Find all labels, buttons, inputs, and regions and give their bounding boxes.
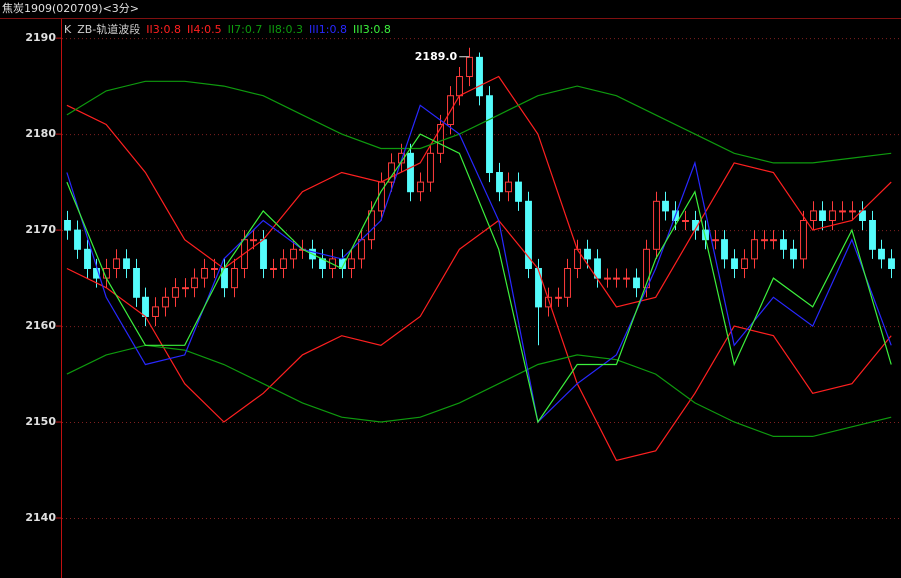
candle-body <box>535 267 542 308</box>
candle-body <box>407 152 414 193</box>
candle-body <box>201 267 208 279</box>
candle-body <box>741 258 748 269</box>
candle-body <box>878 248 885 260</box>
indicator-line <box>66 80 892 164</box>
indicator-label: K <box>64 23 72 36</box>
candle-body <box>790 248 797 260</box>
y-tick-label: 2190 <box>25 31 56 44</box>
candle-body <box>515 181 522 202</box>
candle-body <box>633 277 640 289</box>
candle-body <box>819 210 826 222</box>
candle-body <box>113 258 120 269</box>
y-tick-label: 2170 <box>25 223 56 236</box>
y-tick-label: 2140 <box>25 511 56 524</box>
candle-body <box>84 248 91 269</box>
legend-entry: II7:0.7 <box>228 23 263 36</box>
y-tick-label: 2160 <box>25 319 56 332</box>
candle-body <box>142 296 149 317</box>
legend-entry: II4:0.5 <box>187 23 222 36</box>
candle-body <box>761 239 768 242</box>
candle-body <box>545 296 552 308</box>
indicator-line <box>66 344 892 437</box>
candle-body <box>721 239 728 260</box>
candle-body <box>182 287 189 290</box>
indicator-line <box>66 75 892 308</box>
candle-body <box>250 239 257 242</box>
candle-body <box>358 239 365 260</box>
candle-body <box>260 239 267 269</box>
chart-title: 焦炭1909(020709)<3分> <box>2 2 139 15</box>
candle-body <box>849 210 856 213</box>
candle-body <box>417 181 424 193</box>
y-tick-label: 2180 <box>25 127 56 140</box>
candle-body <box>348 258 355 269</box>
candle-body <box>496 172 503 193</box>
candle-body <box>751 239 758 260</box>
candle-body <box>162 296 169 308</box>
candle-body <box>456 76 463 97</box>
max-label: 2189.0 <box>415 50 458 63</box>
legend-entry: II8:0.3 <box>268 23 303 36</box>
candle-body <box>290 248 297 260</box>
candle-body <box>800 220 807 260</box>
indicator-label: ZB-轨道波段 <box>77 22 140 36</box>
candle-body <box>74 229 81 250</box>
candle-body <box>191 277 198 289</box>
candle-body <box>623 277 630 280</box>
candle-body <box>280 258 287 269</box>
candle-body <box>133 267 140 298</box>
candle-body <box>810 210 817 222</box>
candle-body <box>505 181 512 193</box>
candle-body <box>476 56 483 97</box>
candle-body <box>378 181 385 212</box>
candle-body <box>613 277 620 280</box>
candle-body <box>270 267 277 270</box>
y-tick-label: 2150 <box>25 415 56 428</box>
candle-body <box>888 258 895 269</box>
candle-body <box>604 277 611 280</box>
legend-entry: III3:0.8 <box>353 23 391 36</box>
candle-body <box>555 296 562 299</box>
candle-body <box>662 200 669 212</box>
candle-body <box>466 56 473 78</box>
legend-entry: III1:0.8 <box>309 23 347 36</box>
candle-body <box>780 239 787 250</box>
candle-body <box>64 220 71 231</box>
candle-body <box>172 287 179 298</box>
indicator-line <box>66 219 892 462</box>
candle-body <box>653 200 660 250</box>
candle-body <box>829 210 836 222</box>
candle-body <box>564 267 571 298</box>
candle-body <box>731 258 738 269</box>
candle-body <box>839 210 846 213</box>
legend-entry: II3:0.8 <box>146 23 181 36</box>
candle-body <box>869 220 876 250</box>
candle-body <box>123 258 130 269</box>
candle-body <box>427 152 434 183</box>
candle-body <box>712 239 719 242</box>
indicator-line <box>66 133 892 424</box>
candle-body <box>486 95 493 174</box>
candle-body <box>211 267 218 270</box>
candle-body <box>682 220 689 223</box>
candle-body <box>525 200 532 269</box>
candle-body <box>584 248 591 260</box>
candle-body <box>231 267 238 289</box>
candle-body <box>437 124 444 154</box>
candle-body <box>770 239 777 242</box>
candle-body <box>152 306 159 317</box>
